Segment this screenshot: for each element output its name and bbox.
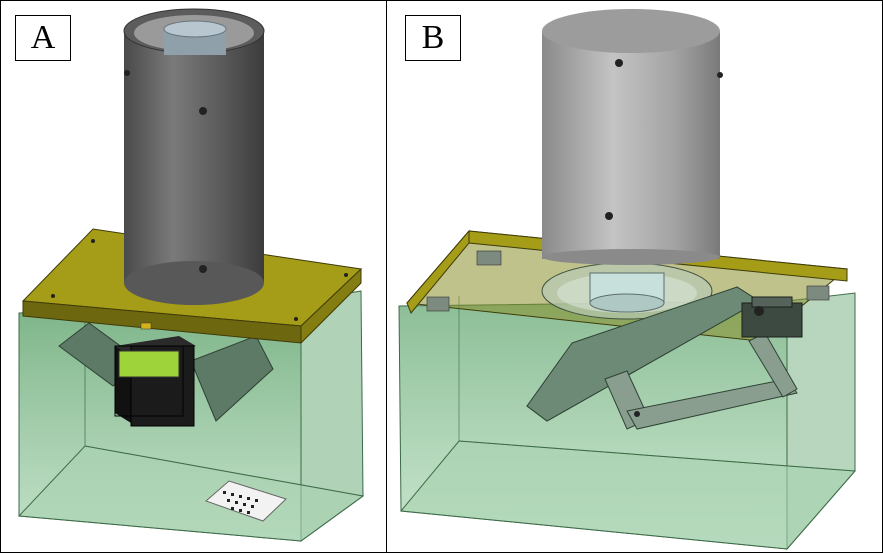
panel-a: A — [0, 0, 388, 553]
inner-tube-icon — [589, 272, 665, 313]
lever-arm-icon — [526, 286, 798, 430]
lcd-display-icon — [114, 336, 196, 427]
sensor-icon — [205, 480, 287, 522]
panel-label-a: A — [15, 15, 71, 61]
panel-label-b: B — [405, 15, 461, 61]
transparent-enclosure-icon — [398, 292, 857, 551]
panel-b: B — [386, 0, 883, 553]
concrete-cylinder-icon — [123, 8, 265, 305]
panel-a-drawing — [17, 8, 365, 542]
servo-motor-icon — [741, 296, 803, 338]
concrete-cylinder-icon — [542, 9, 723, 265]
panel-b-drawing — [398, 9, 857, 551]
